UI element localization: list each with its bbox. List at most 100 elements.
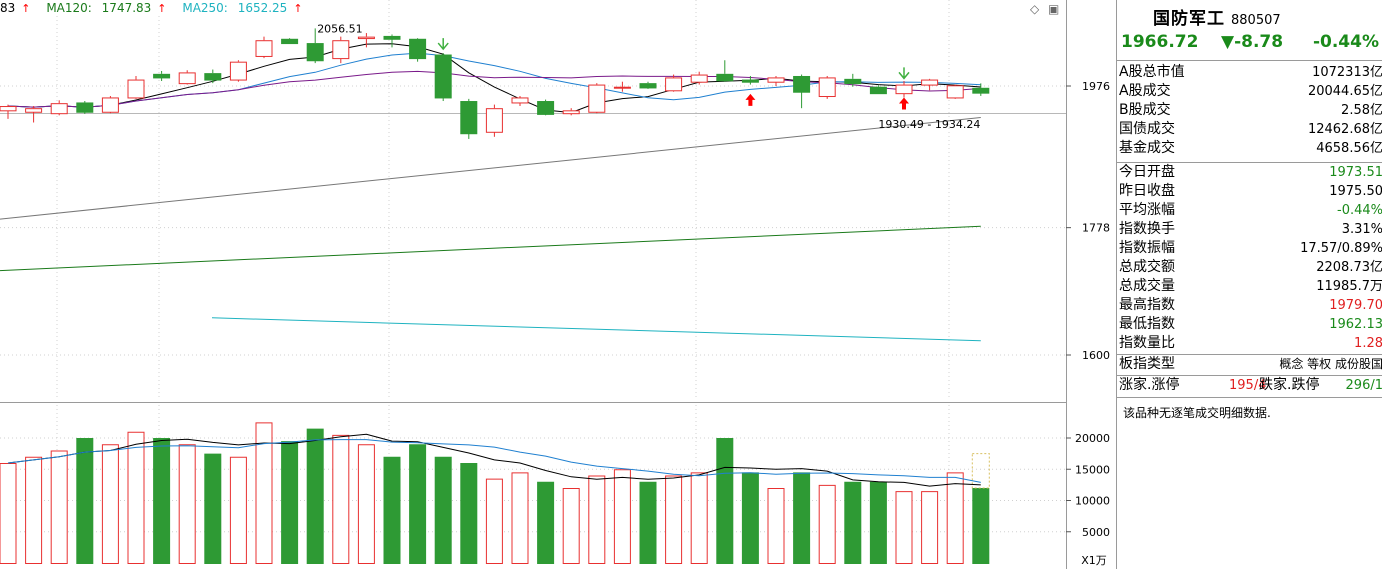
candle-body bbox=[562, 110, 580, 115]
candle-body bbox=[204, 73, 222, 81]
candle bbox=[255, 36, 273, 59]
candle bbox=[690, 71, 708, 85]
candle-body bbox=[946, 85, 964, 99]
volume-bar bbox=[946, 472, 964, 564]
candle bbox=[357, 33, 375, 48]
volume-bar bbox=[793, 472, 811, 564]
candle bbox=[869, 85, 887, 95]
stat-label: 最低指数 bbox=[1119, 316, 1175, 332]
volume-bar bbox=[895, 491, 913, 564]
ma120-line bbox=[0, 225, 981, 272]
stat-row: 指数换手 3.31% bbox=[1119, 220, 1382, 239]
candle bbox=[178, 70, 196, 85]
chart-canvas[interactable]: 1976 1778 1600 20000 15000 10000 5000 X1万 2056.5… bbox=[0, 0, 1116, 569]
no-tick-data-note: 该品种无逐笔成交明细数据. bbox=[1123, 406, 1271, 420]
kline-chart[interactable]: 1976 1778 1600 20000 15000 10000 5000 X1万 2056.5… bbox=[0, 0, 1116, 569]
signal-arrow-icon bbox=[437, 38, 449, 51]
ma5-line bbox=[7, 43, 981, 114]
candle bbox=[434, 53, 452, 102]
candle bbox=[665, 74, 683, 92]
index-type-label: 板指类型 bbox=[1119, 356, 1175, 372]
volume-bar bbox=[690, 472, 708, 564]
stat-value: 12462.68亿 bbox=[1307, 122, 1382, 137]
candle bbox=[332, 36, 350, 64]
stat-value: 1072313亿 bbox=[1312, 65, 1382, 80]
candle-body bbox=[332, 40, 350, 60]
volume-bar bbox=[383, 456, 401, 564]
candle-body bbox=[588, 84, 606, 113]
candle bbox=[229, 60, 247, 82]
ma-prev-value: 83 ↑ bbox=[0, 1, 31, 15]
index-type-value[interactable]: 概念 等权 成份股国 bbox=[1279, 357, 1382, 371]
candle-body bbox=[383, 35, 401, 40]
stat-row: 基金成交 4658.56亿 bbox=[1119, 139, 1382, 158]
candle bbox=[76, 101, 94, 114]
volume-bar bbox=[869, 481, 887, 564]
candle bbox=[281, 38, 299, 45]
volume-bar bbox=[460, 463, 478, 564]
candle bbox=[793, 74, 811, 109]
candle bbox=[767, 75, 785, 86]
stat-row: A股总市值 1072313亿 bbox=[1119, 63, 1382, 82]
candle-body bbox=[485, 108, 503, 133]
settings-icon[interactable]: ▣ bbox=[1048, 2, 1060, 16]
price-tick-label: 1976 bbox=[1082, 80, 1110, 93]
high-annotation: 2056.51 bbox=[317, 22, 363, 35]
candle bbox=[562, 108, 580, 116]
price-change-pct: -0.44% bbox=[1312, 32, 1379, 52]
divider bbox=[1117, 162, 1382, 163]
candle-body bbox=[255, 40, 273, 57]
volume-bar bbox=[767, 488, 785, 564]
advance-label: 涨家.涨停 bbox=[1119, 377, 1180, 393]
diamond-icon[interactable]: ◇ bbox=[1030, 2, 1040, 16]
stat-value: 20044.65亿 bbox=[1307, 84, 1382, 99]
candle-body bbox=[76, 102, 94, 113]
advance-value: 195/4 bbox=[1229, 378, 1267, 393]
volume-bar bbox=[562, 488, 580, 564]
stat-value: 1962.13 bbox=[1329, 317, 1382, 332]
candle bbox=[50, 100, 68, 116]
candle-body bbox=[460, 101, 478, 135]
stat-row: 最低指数 1962.13 bbox=[1119, 315, 1382, 334]
candle bbox=[204, 69, 222, 84]
candle-body bbox=[0, 106, 17, 112]
candle bbox=[460, 98, 478, 139]
volume-bar bbox=[844, 481, 862, 564]
candle bbox=[613, 81, 631, 92]
candle bbox=[25, 106, 43, 123]
volume-bar bbox=[511, 472, 529, 564]
stat-row: 总成交额 2208.73亿 bbox=[1119, 258, 1382, 277]
price-tick-label: 1778 bbox=[1082, 222, 1110, 235]
volume-bar bbox=[50, 450, 68, 564]
candle-body bbox=[153, 73, 171, 79]
candle bbox=[844, 73, 862, 87]
stat-value: 1.28 bbox=[1354, 336, 1382, 351]
current-price: 1966.72 bbox=[1121, 32, 1199, 52]
candle bbox=[0, 104, 17, 119]
candle bbox=[716, 60, 734, 82]
stat-label: A股成交 bbox=[1119, 83, 1171, 99]
stat-row: 总成交量 11985.7万 bbox=[1119, 277, 1382, 296]
price-change: ▼-8.78 bbox=[1221, 32, 1284, 52]
stat-value: 1973.51 bbox=[1329, 165, 1382, 180]
stat-row: 国债成交 12462.68亿 bbox=[1119, 120, 1382, 139]
candle bbox=[306, 28, 324, 64]
candle bbox=[818, 75, 836, 99]
volume-bar bbox=[127, 431, 145, 564]
candle bbox=[127, 75, 145, 99]
volume-bar bbox=[409, 444, 427, 564]
candle-body bbox=[511, 97, 529, 104]
volume-tick-label: 10000 bbox=[1075, 495, 1110, 508]
candle-body bbox=[434, 54, 452, 99]
decline-value: 296/1 bbox=[1345, 378, 1382, 393]
price-tick-label: 1600 bbox=[1082, 349, 1110, 362]
ma60-line bbox=[0, 116, 981, 220]
candle-body bbox=[281, 38, 299, 45]
stat-label: A股总市值 bbox=[1119, 64, 1185, 80]
volume-tick-label: 15000 bbox=[1075, 463, 1110, 476]
volume-bar bbox=[332, 434, 350, 564]
stat-value: 2208.73亿 bbox=[1316, 260, 1382, 275]
candle bbox=[588, 83, 606, 114]
stat-value: 2.58亿 bbox=[1341, 103, 1382, 118]
volume-bar bbox=[153, 438, 171, 564]
